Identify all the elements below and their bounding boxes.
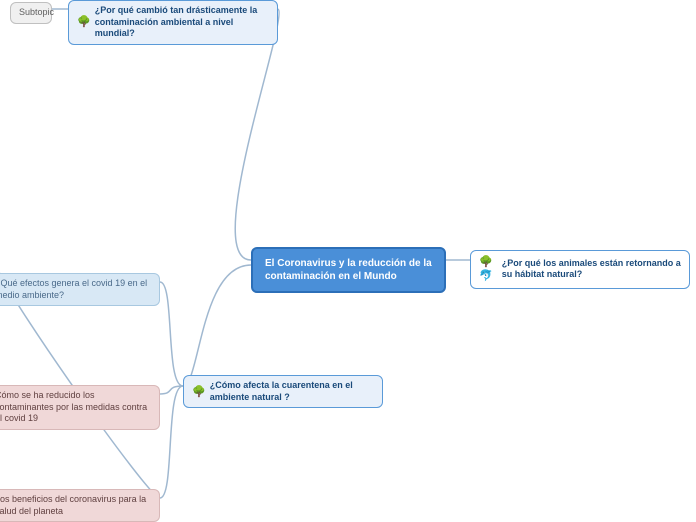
tree-icon: 🌳 xyxy=(192,385,206,399)
central-text: El Coronavirus y la reducción de la cont… xyxy=(265,257,432,283)
q5-text: Cómo se ha reducido los contaminantes po… xyxy=(0,390,151,425)
tree-icon: 🌳 xyxy=(77,15,91,29)
q1-text: ¿Por qué cambió tan drásticamente la con… xyxy=(95,5,269,40)
q4-text: ¿Cómo afecta la cuarentena en el ambient… xyxy=(210,380,374,403)
central-node[interactable]: El Coronavirus y la reducción de la cont… xyxy=(251,247,446,293)
question-node-quarantine[interactable]: 🌳 ¿Cómo afecta la cuarentena en el ambie… xyxy=(183,375,383,408)
q3-text: ¿Qué efectos genera el covid 19 en el me… xyxy=(0,278,151,301)
tree-dolphin-icon: 🌳🐬 xyxy=(479,255,498,284)
question-node-animals[interactable]: 🌳🐬 ¿Por qué los animales están retornand… xyxy=(470,250,690,289)
question-node-effects[interactable]: ¿Qué efectos genera el covid 19 en el me… xyxy=(0,273,160,306)
subtopic-text: Subtopic xyxy=(19,7,54,19)
question-node-contamination[interactable]: 🌳 ¿Por qué cambió tan drásticamente la c… xyxy=(68,0,278,45)
question-node-benefits[interactable]: Los beneficios del coronavirus para la s… xyxy=(0,489,160,522)
subtopic-node[interactable]: Subtopic xyxy=(10,2,52,24)
question-node-reduction[interactable]: Cómo se ha reducido los contaminantes po… xyxy=(0,385,160,430)
q6-text: Los beneficios del coronavirus para la s… xyxy=(0,494,151,517)
q2-text: ¿Por qué los animales están retornando a… xyxy=(502,258,681,281)
